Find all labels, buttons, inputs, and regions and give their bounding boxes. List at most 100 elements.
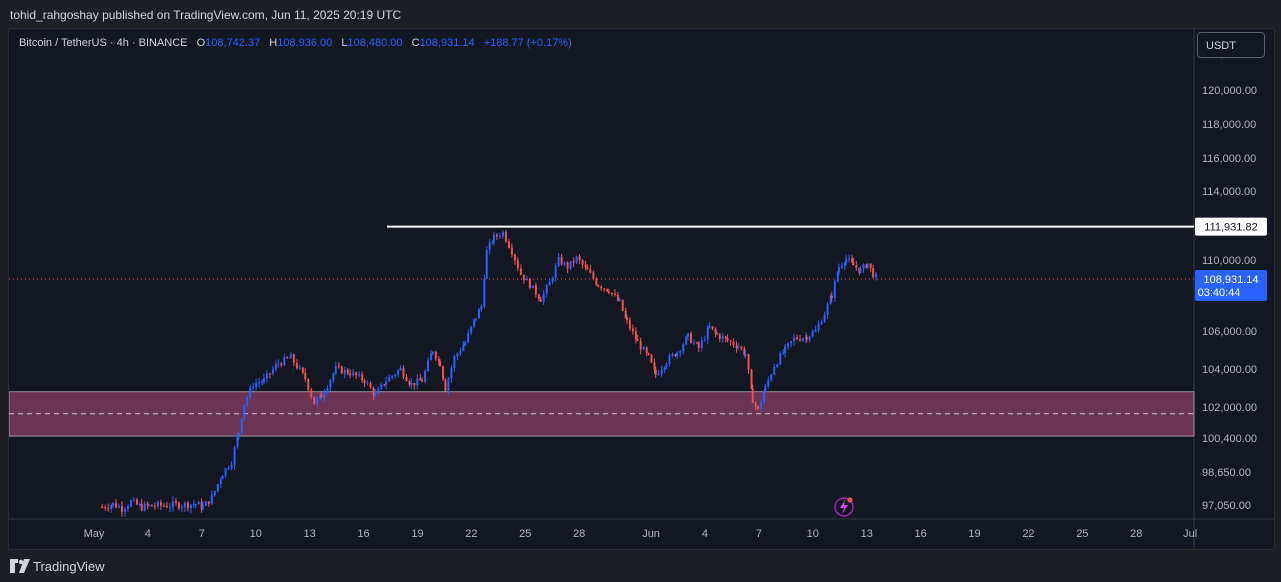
candle-body — [653, 362, 656, 370]
candle-body — [534, 285, 537, 295]
candle-body — [613, 293, 616, 295]
candle-body — [230, 464, 233, 469]
candle-body — [498, 236, 501, 238]
candle-body — [313, 396, 316, 405]
candle-body — [525, 278, 528, 281]
candle-body — [782, 352, 785, 354]
candle-body — [796, 337, 799, 340]
candle-body — [135, 499, 138, 505]
candle-body — [537, 294, 540, 300]
candle-body — [177, 502, 180, 509]
candle-body — [286, 357, 289, 359]
candle-body — [326, 387, 329, 393]
candle-body — [123, 509, 126, 512]
lightning-event-icon[interactable] — [834, 497, 854, 517]
candle-body — [584, 264, 587, 267]
candle-body — [439, 360, 442, 367]
candle-body — [833, 281, 836, 299]
candle-body — [292, 354, 295, 363]
candle-body — [663, 367, 666, 370]
candle-body — [111, 502, 114, 506]
brand-name[interactable]: TradingView — [33, 559, 105, 574]
candle-body — [430, 353, 433, 361]
candle-body — [488, 242, 491, 251]
candle-body — [447, 378, 450, 391]
candle-body — [307, 379, 310, 390]
candle-body — [377, 388, 380, 394]
candle-body — [474, 318, 477, 320]
candle-body — [603, 288, 606, 290]
candle-body — [869, 263, 872, 269]
candle-body — [159, 502, 162, 506]
candle-body — [255, 383, 258, 387]
candle-body — [200, 502, 203, 510]
x-tick-label: 7 — [756, 528, 762, 540]
candle-body — [268, 373, 271, 375]
last-price-badge — [1195, 269, 1267, 301]
candle-body — [732, 341, 735, 346]
candle-body — [349, 373, 352, 376]
price-chart[interactable]: 122,000.00120,000.00118,000.00116,000.00… — [9, 29, 1274, 549]
candle-body — [277, 363, 280, 365]
low-value: 108,480.00 — [347, 37, 403, 49]
resistance-price-label: 111,931.82 — [1204, 222, 1257, 234]
candle-body — [578, 256, 581, 261]
x-tick-label: 16 — [914, 528, 926, 540]
candle-body — [289, 357, 292, 359]
symbol-name[interactable]: Bitcoin / TetherUS · 4h · BINANCE — [19, 37, 188, 49]
candle-body — [246, 397, 249, 405]
tradingview-logo-icon[interactable] — [10, 559, 30, 573]
y-tick-label: 116,000.00 — [1202, 153, 1256, 165]
candle-body — [262, 378, 265, 382]
currency-button[interactable]: USDT — [1197, 32, 1265, 58]
candle-body — [700, 340, 703, 349]
x-tick-label: 25 — [519, 528, 531, 540]
candle-body — [606, 288, 609, 292]
candle-body — [820, 322, 823, 325]
candle-body — [563, 262, 566, 265]
support-zone — [9, 391, 1195, 437]
chart-panel[interactable]: 122,000.00120,000.00118,000.00116,000.00… — [8, 28, 1275, 550]
candle-body — [650, 354, 653, 363]
candle-body — [589, 269, 592, 273]
candle-body — [625, 317, 628, 321]
candle-body — [866, 263, 869, 268]
candle-body — [495, 234, 498, 237]
candle-body — [470, 326, 473, 333]
candle-body — [201, 505, 204, 510]
candle-body — [802, 338, 805, 341]
candle-body — [830, 295, 833, 299]
x-tick-label: 22 — [1022, 528, 1034, 540]
candle-body — [504, 231, 507, 242]
candle-body — [845, 258, 848, 263]
candle-body — [823, 314, 826, 323]
candle-body — [216, 484, 219, 491]
candle-body — [685, 336, 688, 345]
candle-body — [391, 375, 394, 378]
x-tick-label: 4 — [145, 528, 151, 540]
open-key: O — [196, 37, 206, 49]
candle-body — [316, 398, 319, 405]
candle-body — [676, 352, 679, 357]
candle-body — [271, 369, 274, 374]
candle-body — [592, 272, 595, 279]
footer: TradingView — [0, 552, 1281, 582]
candle-body — [851, 258, 854, 263]
x-tick-label: 25 — [1076, 528, 1088, 540]
candle-body — [189, 504, 192, 509]
candle-body — [859, 268, 862, 273]
candle-body — [213, 490, 216, 496]
candle-body — [865, 264, 868, 268]
candle-body — [754, 402, 757, 406]
candle-body — [770, 374, 773, 381]
candle-body — [194, 504, 197, 506]
candle-body — [358, 374, 361, 376]
candle-body — [516, 260, 519, 269]
candle-body — [319, 393, 322, 399]
candle-body — [551, 277, 554, 282]
candle-body — [329, 380, 332, 388]
candle-body — [462, 345, 465, 351]
candle-body — [416, 378, 419, 386]
candle-body — [737, 346, 740, 349]
candle-body — [610, 292, 613, 294]
